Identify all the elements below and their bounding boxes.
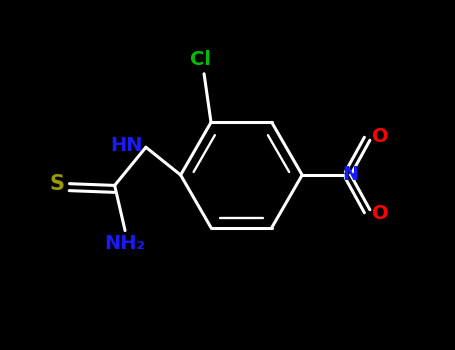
Text: Cl: Cl xyxy=(190,50,211,69)
Text: NH₂: NH₂ xyxy=(105,234,146,253)
Text: O: O xyxy=(372,204,389,223)
Text: S: S xyxy=(49,174,64,194)
Text: O: O xyxy=(372,127,389,146)
Text: HN: HN xyxy=(110,136,142,155)
Text: N: N xyxy=(343,166,359,184)
